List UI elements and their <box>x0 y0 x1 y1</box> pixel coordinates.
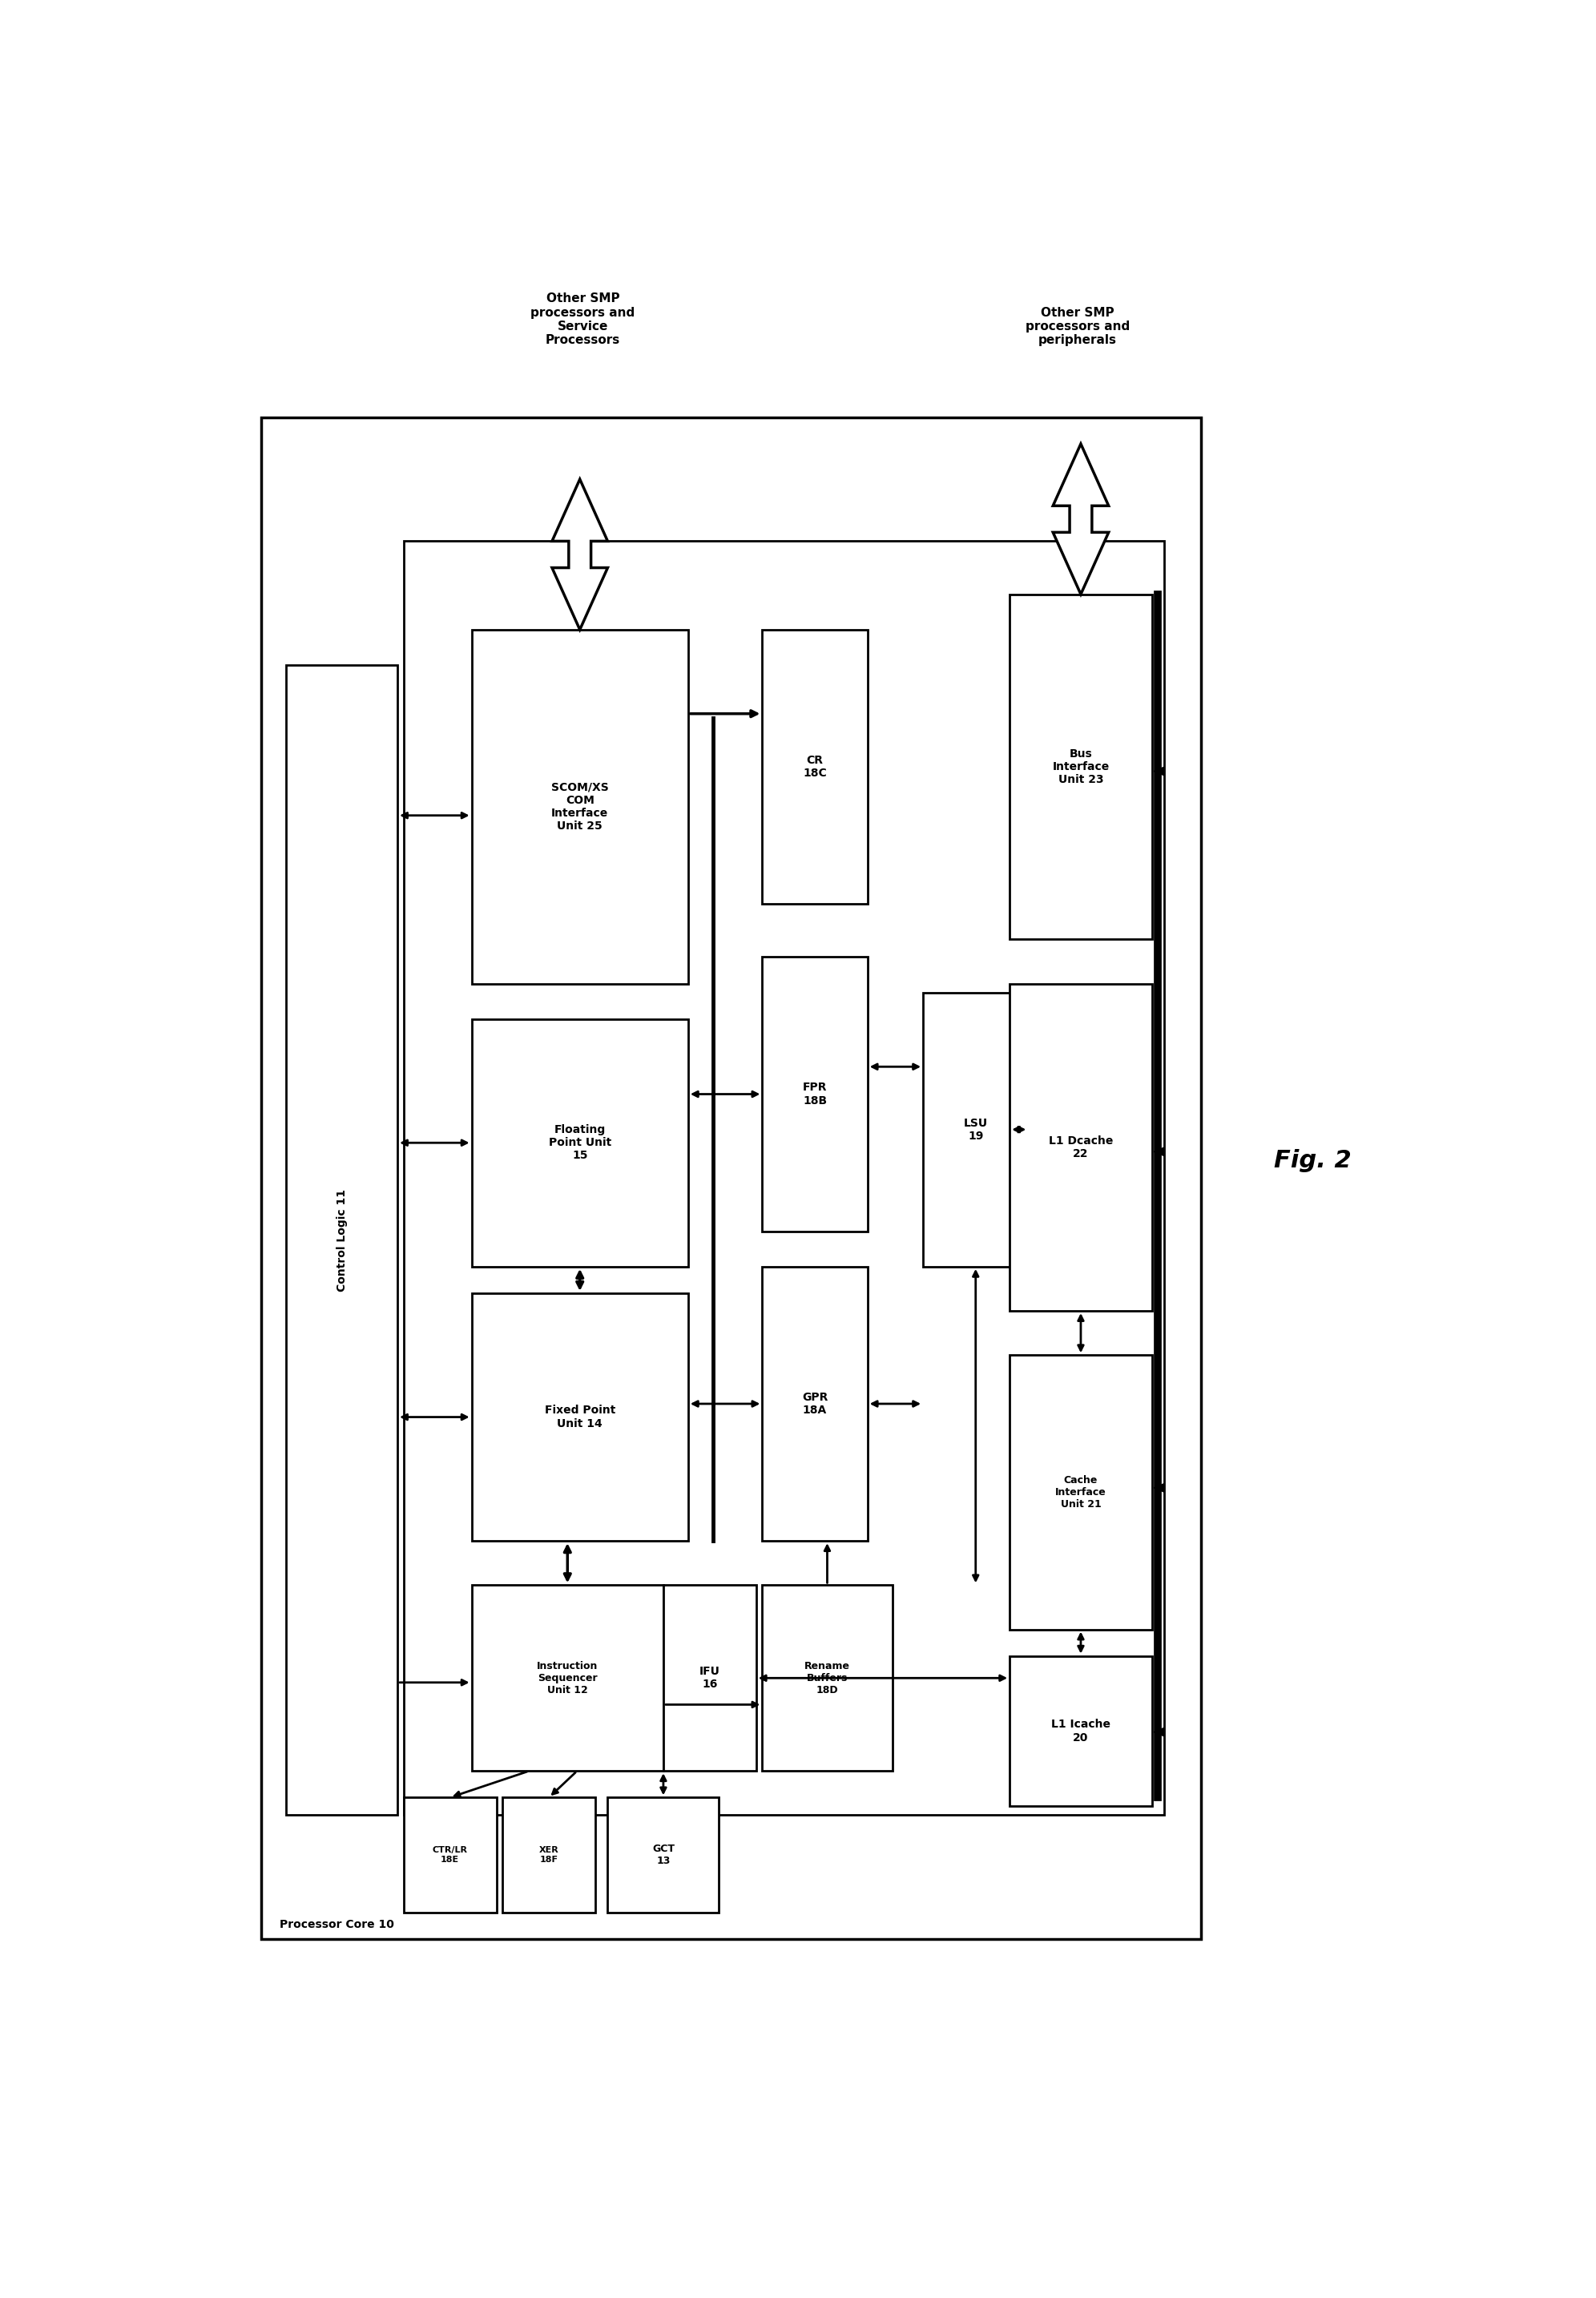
Bar <box>404 1797 496 1912</box>
Bar <box>1010 595 1152 940</box>
Bar <box>922 993 1028 1266</box>
Bar <box>1010 984 1152 1310</box>
Text: Cache
Interface
Unit 21: Cache Interface Unit 21 <box>1055 1475 1106 1510</box>
Bar <box>763 956 868 1232</box>
Text: Rename
Buffers
18D: Rename Buffers 18D <box>804 1661 851 1696</box>
Text: LSU
19: LSU 19 <box>964 1117 988 1142</box>
Text: SCOM/XS
COM
Interface
Unit 25: SCOM/XS COM Interface Unit 25 <box>551 781 608 832</box>
Text: Instruction
Sequencer
Unit 12: Instruction Sequencer Unit 12 <box>536 1661 598 1696</box>
Bar <box>472 1018 688 1266</box>
Bar <box>763 1266 868 1542</box>
Text: Other SMP
processors and
peripherals: Other SMP processors and peripherals <box>1026 306 1130 347</box>
Bar <box>472 1294 688 1542</box>
Text: IFU
16: IFU 16 <box>699 1666 720 1689</box>
Text: CTR/LR
18E: CTR/LR 18E <box>433 1845 468 1864</box>
Text: Fixed Point
Unit 14: Fixed Point Unit 14 <box>544 1404 614 1429</box>
Bar <box>503 1797 595 1912</box>
Text: L1 Dcache
22: L1 Dcache 22 <box>1049 1135 1112 1158</box>
Polygon shape <box>552 480 608 630</box>
Text: Bus
Interface
Unit 23: Bus Interface Unit 23 <box>1052 749 1109 786</box>
Text: CR
18C: CR 18C <box>803 754 827 779</box>
Bar <box>404 540 1165 1815</box>
Bar <box>1010 1356 1152 1629</box>
Text: FPR
18B: FPR 18B <box>803 1082 827 1105</box>
Text: Fig. 2: Fig. 2 <box>1274 1149 1352 1172</box>
Text: XER
18F: XER 18F <box>539 1845 559 1864</box>
Bar <box>763 1586 892 1772</box>
Bar <box>262 418 1202 1940</box>
Text: Other SMP
processors and
Service
Processors: Other SMP processors and Service Process… <box>531 292 635 347</box>
Bar <box>1010 1657 1152 1806</box>
Text: Processor Core 10: Processor Core 10 <box>279 1919 394 1930</box>
Text: Control Logic 11: Control Logic 11 <box>337 1188 348 1291</box>
Text: L1 Icache
20: L1 Icache 20 <box>1052 1719 1111 1744</box>
Bar <box>286 664 397 1815</box>
Text: GPR
18A: GPR 18A <box>801 1393 828 1416</box>
Polygon shape <box>1053 444 1109 595</box>
Bar <box>472 630 688 984</box>
Text: GCT
13: GCT 13 <box>653 1843 675 1866</box>
Text: Floating
Point Unit
15: Floating Point Unit 15 <box>549 1124 611 1160</box>
Bar <box>608 1797 720 1912</box>
Bar <box>472 1586 664 1772</box>
Bar <box>664 1586 757 1772</box>
Bar <box>763 630 868 903</box>
